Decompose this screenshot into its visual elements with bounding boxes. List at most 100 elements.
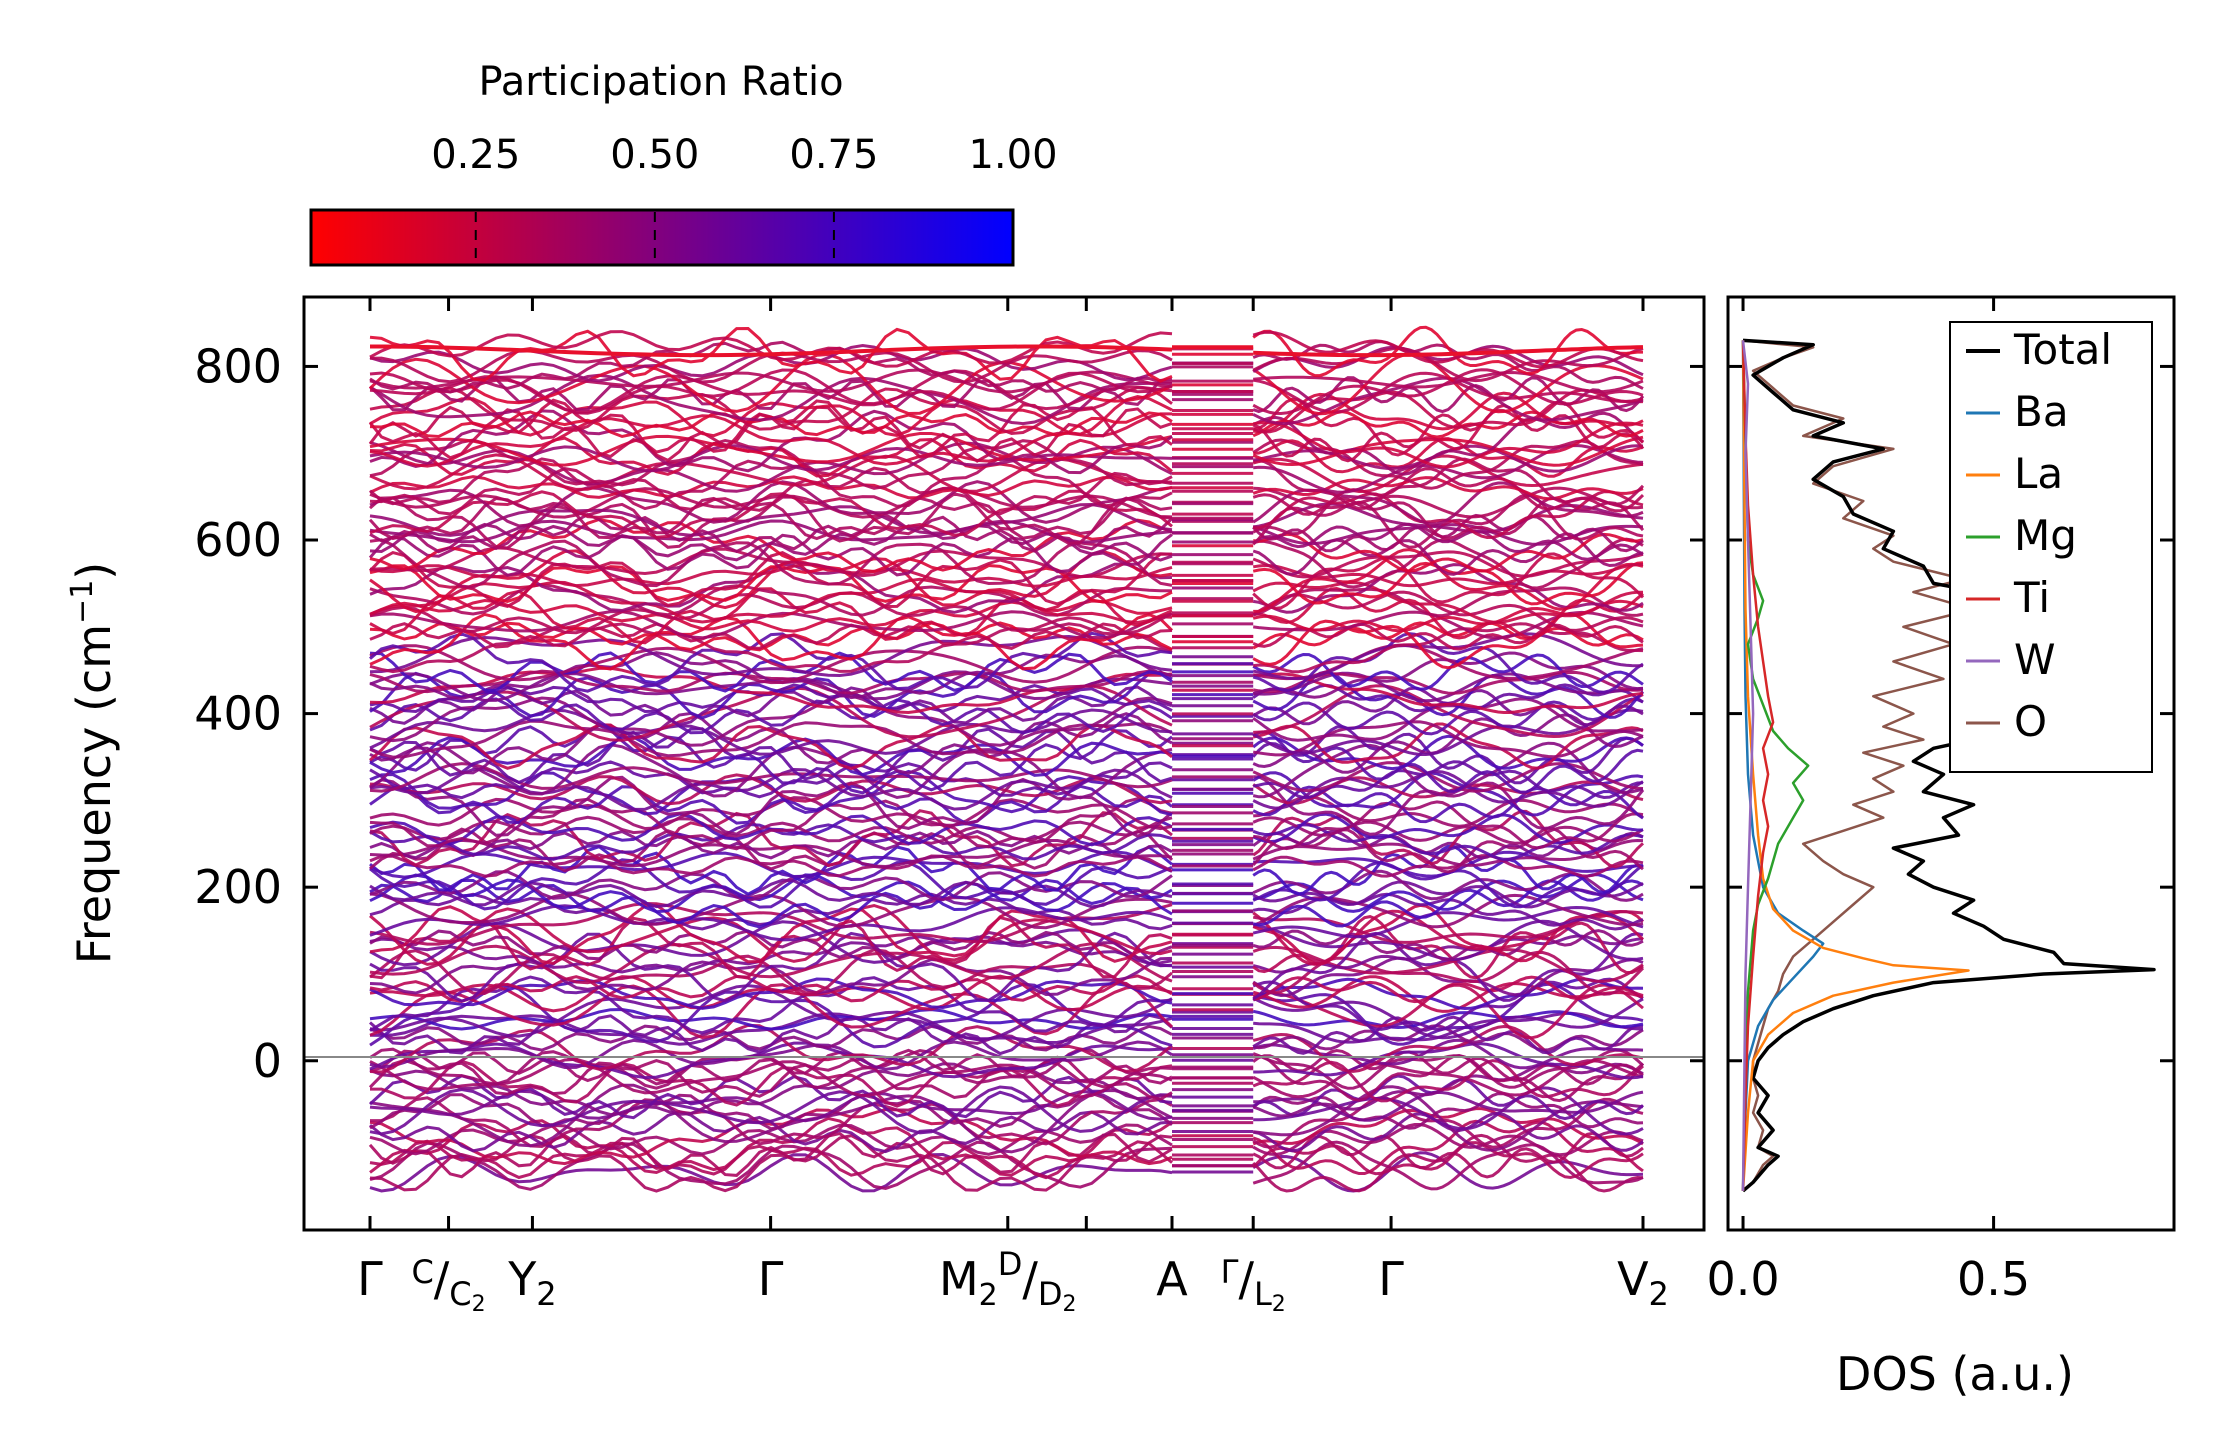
band-line bbox=[1253, 672, 1644, 714]
band-line bbox=[1252, 435, 1644, 467]
band-line bbox=[1252, 893, 1644, 929]
band-line bbox=[370, 344, 1173, 358]
band-line bbox=[1252, 761, 1644, 793]
band-line bbox=[1252, 879, 1644, 928]
band-line bbox=[369, 651, 1173, 693]
band-line bbox=[1252, 632, 1644, 694]
band-line bbox=[1252, 550, 1644, 579]
colorbar-tick-label: 0.50 bbox=[610, 132, 699, 178]
band-line bbox=[1252, 760, 1644, 800]
band-line bbox=[1253, 1086, 1644, 1136]
band-line bbox=[369, 694, 1173, 747]
band-line bbox=[1252, 1015, 1644, 1055]
band-line bbox=[1252, 956, 1644, 998]
band-line bbox=[1252, 1053, 1645, 1103]
band-line bbox=[369, 878, 1173, 909]
band-line bbox=[1252, 523, 1644, 546]
band-line bbox=[369, 373, 1173, 426]
kpath-label: M2D/D2 bbox=[939, 1245, 1077, 1317]
y-tick-label: 200 bbox=[194, 860, 282, 914]
band-line bbox=[1252, 376, 1645, 414]
kpath-label: Γ bbox=[357, 1252, 383, 1306]
band-line bbox=[1252, 823, 1644, 861]
band-line bbox=[369, 784, 1173, 825]
band-line bbox=[369, 815, 1173, 845]
band-line bbox=[369, 456, 1173, 511]
band-line bbox=[369, 436, 1173, 478]
band-line bbox=[1252, 708, 1644, 756]
band-line bbox=[1253, 800, 1644, 851]
colorbar-label: Participation Ratio bbox=[478, 59, 843, 105]
band-line bbox=[1252, 1151, 1644, 1193]
bands bbox=[368, 325, 1645, 1193]
band-line bbox=[369, 723, 1173, 795]
colorbar-tick-label: 1.00 bbox=[968, 132, 1057, 178]
band-line bbox=[369, 1096, 1173, 1149]
band-line bbox=[369, 562, 1173, 588]
legend: Total Ba La Mg Ti WO bbox=[1949, 321, 2153, 773]
band-line bbox=[369, 412, 1172, 468]
band-line bbox=[1252, 325, 1643, 378]
band-line bbox=[369, 797, 1173, 851]
y-tick-label: 400 bbox=[194, 687, 282, 741]
band-line bbox=[1253, 795, 1644, 828]
kpath-label: Γ bbox=[758, 1252, 784, 1306]
band-line bbox=[1252, 586, 1644, 618]
band-line bbox=[369, 1083, 1173, 1154]
band-line bbox=[1252, 826, 1644, 874]
y-axis-label-exponent: −1 bbox=[65, 580, 100, 624]
band-line bbox=[1252, 1024, 1644, 1073]
band-line bbox=[1253, 443, 1644, 494]
dos-axes-frame bbox=[1726, 295, 2176, 1232]
band-line bbox=[369, 854, 1173, 878]
band-line bbox=[369, 610, 1173, 640]
band-line bbox=[369, 409, 1173, 475]
dos-x-ticks: 0.0 0.5 bbox=[1706, 297, 2030, 1306]
band-line bbox=[368, 550, 1173, 609]
band-line bbox=[1252, 812, 1643, 845]
band-line bbox=[369, 1085, 1173, 1136]
band-line bbox=[1252, 561, 1644, 606]
band-line bbox=[369, 915, 1173, 980]
band-line bbox=[369, 386, 1173, 436]
band-line bbox=[369, 622, 1173, 650]
band-line bbox=[369, 1013, 1173, 1056]
band-line bbox=[1252, 1141, 1644, 1180]
band-line bbox=[1252, 950, 1645, 996]
band-line bbox=[369, 858, 1173, 911]
band-line bbox=[369, 394, 1173, 438]
band-line bbox=[1252, 713, 1644, 774]
band-line bbox=[369, 760, 1173, 800]
dos-x-tick-label: 0.5 bbox=[1957, 1252, 2030, 1306]
band-axes-frame bbox=[302, 295, 1706, 1232]
band-line bbox=[369, 466, 1173, 516]
band-line bbox=[1252, 945, 1644, 983]
band-line bbox=[369, 685, 1173, 727]
band-line bbox=[369, 929, 1173, 961]
dos-series-w bbox=[1741, 340, 1755, 1191]
colorbar-gradient bbox=[309, 208, 1015, 267]
colorbar-tick-label: 0.25 bbox=[431, 132, 520, 178]
band-line bbox=[369, 980, 1174, 1040]
band-line bbox=[1252, 403, 1645, 463]
band-line bbox=[1253, 1011, 1644, 1044]
band-line bbox=[369, 942, 1173, 985]
band-line bbox=[1252, 632, 1644, 681]
band-line bbox=[1252, 420, 1644, 469]
legend-label: La bbox=[2014, 449, 2063, 498]
band-line bbox=[369, 873, 1173, 914]
band-line bbox=[369, 719, 1173, 759]
band-line bbox=[1253, 671, 1644, 703]
legend-label: O bbox=[2014, 697, 2047, 746]
y-tick-label: 600 bbox=[194, 513, 282, 567]
legend-label: Total bbox=[2013, 325, 2112, 374]
dos-x-axis-label: DOS (a.u.) bbox=[1836, 1347, 2074, 1401]
band-line bbox=[369, 711, 1173, 775]
band-line bbox=[1252, 1048, 1644, 1086]
band-line bbox=[1252, 905, 1644, 939]
kpath-label: Y2 bbox=[507, 1252, 556, 1313]
band-structure-panel: 0 200 400 600 800 Γ C/C2 Y2 Γ M2D/D2 A Γ/L2 Γ V2 Fre… bbox=[65, 295, 1706, 1317]
band-line bbox=[369, 538, 1173, 589]
band-line bbox=[1252, 725, 1644, 785]
band-line bbox=[369, 591, 1173, 635]
